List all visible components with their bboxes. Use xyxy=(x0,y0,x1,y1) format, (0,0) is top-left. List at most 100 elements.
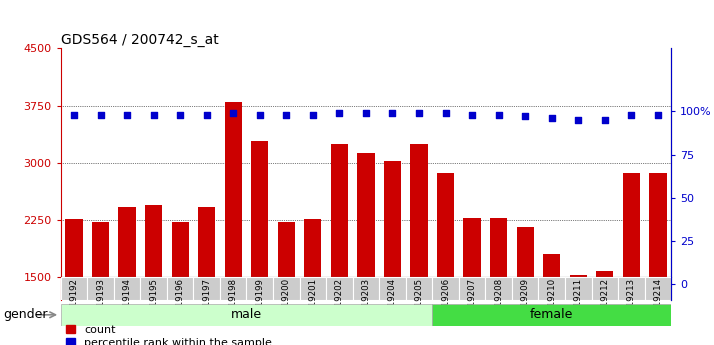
Bar xyxy=(251,141,268,345)
Text: GSM19207: GSM19207 xyxy=(468,278,476,325)
Text: GSM19205: GSM19205 xyxy=(415,278,423,325)
Text: GSM19202: GSM19202 xyxy=(335,278,344,325)
FancyBboxPatch shape xyxy=(246,277,273,300)
Text: GSM19201: GSM19201 xyxy=(308,278,317,325)
Bar xyxy=(463,218,481,345)
Point xyxy=(546,116,558,121)
Text: GSM19197: GSM19197 xyxy=(202,278,211,325)
FancyBboxPatch shape xyxy=(114,277,141,300)
FancyBboxPatch shape xyxy=(406,277,432,300)
FancyBboxPatch shape xyxy=(141,277,167,300)
Text: GSM19200: GSM19200 xyxy=(282,278,291,325)
FancyBboxPatch shape xyxy=(193,277,220,300)
FancyBboxPatch shape xyxy=(565,277,591,300)
Bar xyxy=(92,222,109,345)
Point xyxy=(307,112,318,118)
Bar xyxy=(543,254,560,345)
Text: GDS564 / 200742_s_at: GDS564 / 200742_s_at xyxy=(61,33,218,47)
FancyBboxPatch shape xyxy=(591,277,618,300)
Text: GSM19195: GSM19195 xyxy=(149,278,158,325)
FancyBboxPatch shape xyxy=(645,277,671,300)
Point xyxy=(69,112,80,118)
FancyBboxPatch shape xyxy=(220,277,246,300)
Text: gender: gender xyxy=(4,308,48,321)
FancyBboxPatch shape xyxy=(512,277,538,300)
FancyBboxPatch shape xyxy=(538,277,565,300)
Point xyxy=(652,112,663,118)
Text: GSM19198: GSM19198 xyxy=(228,278,238,325)
Text: GSM19192: GSM19192 xyxy=(69,278,79,325)
FancyBboxPatch shape xyxy=(353,277,379,300)
Bar xyxy=(61,277,671,300)
Text: GSM19208: GSM19208 xyxy=(494,278,503,325)
Point xyxy=(360,110,371,116)
Bar xyxy=(623,173,640,345)
Text: GSM19194: GSM19194 xyxy=(123,278,131,325)
Text: male: male xyxy=(231,308,262,321)
FancyBboxPatch shape xyxy=(432,277,459,300)
Bar xyxy=(570,275,587,345)
Text: GSM19211: GSM19211 xyxy=(574,278,583,325)
Text: GSM19206: GSM19206 xyxy=(441,278,450,325)
Bar xyxy=(437,174,454,345)
Point xyxy=(599,117,610,123)
Bar xyxy=(516,227,534,345)
Point xyxy=(466,112,478,118)
Bar xyxy=(171,221,188,345)
Text: GSM19214: GSM19214 xyxy=(653,278,663,325)
Point xyxy=(333,110,345,116)
FancyBboxPatch shape xyxy=(87,277,114,300)
Bar xyxy=(411,145,428,345)
Bar xyxy=(278,221,295,345)
Bar xyxy=(596,271,613,345)
Point xyxy=(387,110,398,116)
Point xyxy=(121,112,133,118)
FancyBboxPatch shape xyxy=(326,277,353,300)
Text: GSM19209: GSM19209 xyxy=(521,278,530,325)
Bar xyxy=(119,207,136,345)
Point xyxy=(520,114,531,119)
Legend: count, percentile rank within the sample: count, percentile rank within the sample xyxy=(66,325,272,345)
Text: GSM19210: GSM19210 xyxy=(547,278,556,325)
Point xyxy=(95,112,106,118)
Bar xyxy=(357,153,375,345)
FancyBboxPatch shape xyxy=(432,304,671,326)
Text: GSM19212: GSM19212 xyxy=(600,278,609,325)
Text: GSM19204: GSM19204 xyxy=(388,278,397,325)
Bar xyxy=(145,205,162,345)
Text: GSM19196: GSM19196 xyxy=(176,278,185,325)
Bar xyxy=(66,219,83,345)
Text: GSM19193: GSM19193 xyxy=(96,278,105,325)
FancyBboxPatch shape xyxy=(300,277,326,300)
FancyBboxPatch shape xyxy=(61,304,432,326)
Point xyxy=(174,112,186,118)
Point xyxy=(440,110,451,116)
Text: female: female xyxy=(530,308,573,321)
FancyBboxPatch shape xyxy=(618,277,645,300)
Bar xyxy=(304,219,321,345)
Point xyxy=(254,112,266,118)
FancyBboxPatch shape xyxy=(61,277,87,300)
Text: GSM19213: GSM19213 xyxy=(627,278,636,325)
Text: GSM19199: GSM19199 xyxy=(256,278,264,325)
Point xyxy=(625,112,637,118)
Bar xyxy=(331,144,348,345)
Point xyxy=(573,117,584,123)
Point xyxy=(493,112,504,118)
FancyBboxPatch shape xyxy=(167,277,193,300)
Point xyxy=(201,112,212,118)
Point xyxy=(228,110,239,116)
FancyBboxPatch shape xyxy=(379,277,406,300)
Text: GSM19203: GSM19203 xyxy=(361,278,371,325)
FancyBboxPatch shape xyxy=(486,277,512,300)
Point xyxy=(148,112,159,118)
Bar xyxy=(384,161,401,345)
Point xyxy=(413,110,425,116)
Bar xyxy=(225,102,242,345)
Point xyxy=(281,112,292,118)
FancyBboxPatch shape xyxy=(459,277,486,300)
Bar xyxy=(490,218,507,345)
Bar xyxy=(198,207,216,345)
FancyBboxPatch shape xyxy=(273,277,300,300)
Bar xyxy=(649,174,666,345)
